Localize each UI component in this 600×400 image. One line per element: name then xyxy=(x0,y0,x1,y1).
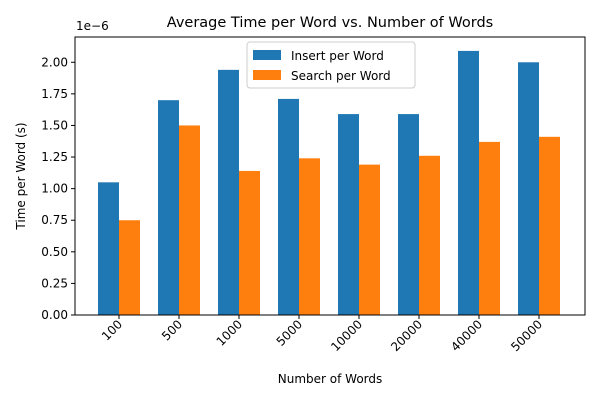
y-tick-label: 0.25 xyxy=(41,276,68,290)
y-tick-label: 1.25 xyxy=(41,150,68,164)
x-tick-label: 40000 xyxy=(448,317,485,354)
y-tick-label: 1.50 xyxy=(41,118,68,132)
x-tick-label: 10000 xyxy=(328,317,365,354)
legend-swatch-insert xyxy=(253,50,281,60)
y-scale-label: 1e−6 xyxy=(76,19,109,33)
bar-insert-10000 xyxy=(338,114,359,315)
bar-search-40000 xyxy=(479,141,500,315)
x-tick-label: 20000 xyxy=(388,317,425,354)
legend-swatch-search xyxy=(253,70,281,80)
y-tick-label: 1.00 xyxy=(41,182,68,196)
bar-search-50000 xyxy=(539,136,560,315)
chart-title: Average Time per Word vs. Number of Word… xyxy=(167,15,493,31)
bar-insert-40000 xyxy=(458,50,479,316)
bars-group xyxy=(98,50,560,316)
y-tick-label: 2.00 xyxy=(41,55,68,69)
bar-search-1000 xyxy=(239,170,260,315)
legend-label-search: Search per Word xyxy=(291,69,391,83)
bar-insert-500 xyxy=(158,100,179,315)
legend-box xyxy=(246,41,416,89)
x-tick-label: 1000 xyxy=(214,317,245,348)
bar-insert-5000 xyxy=(278,98,299,315)
y-tick-label: 0.75 xyxy=(41,213,68,227)
x-axis-label: Number of Words xyxy=(278,372,383,386)
bar-insert-1000 xyxy=(218,69,239,315)
bar-search-5000 xyxy=(299,158,320,315)
bar-insert-50000 xyxy=(518,62,539,315)
bar-insert-100 xyxy=(98,182,119,315)
y-tick-label: 0.00 xyxy=(41,308,68,322)
y-tick-label: 0.50 xyxy=(41,245,68,259)
x-tick-label: 50000 xyxy=(508,317,545,354)
bar-search-100 xyxy=(119,220,140,315)
x-tick-label: 5000 xyxy=(274,317,305,348)
y-axis-label: Time per Word (s) xyxy=(14,122,28,230)
x-tick-label: 100 xyxy=(99,317,125,343)
legend-label-insert: Insert per Word xyxy=(291,49,384,63)
y-tick-label: 1.75 xyxy=(41,87,68,101)
bar-insert-20000 xyxy=(398,114,419,315)
legend: Insert per Word Search per Word xyxy=(246,41,416,89)
x-tick-label: 500 xyxy=(159,317,185,343)
plot-frame xyxy=(74,36,586,316)
bar-search-20000 xyxy=(419,155,440,315)
bar-search-10000 xyxy=(359,164,380,315)
bar-search-500 xyxy=(179,125,200,315)
